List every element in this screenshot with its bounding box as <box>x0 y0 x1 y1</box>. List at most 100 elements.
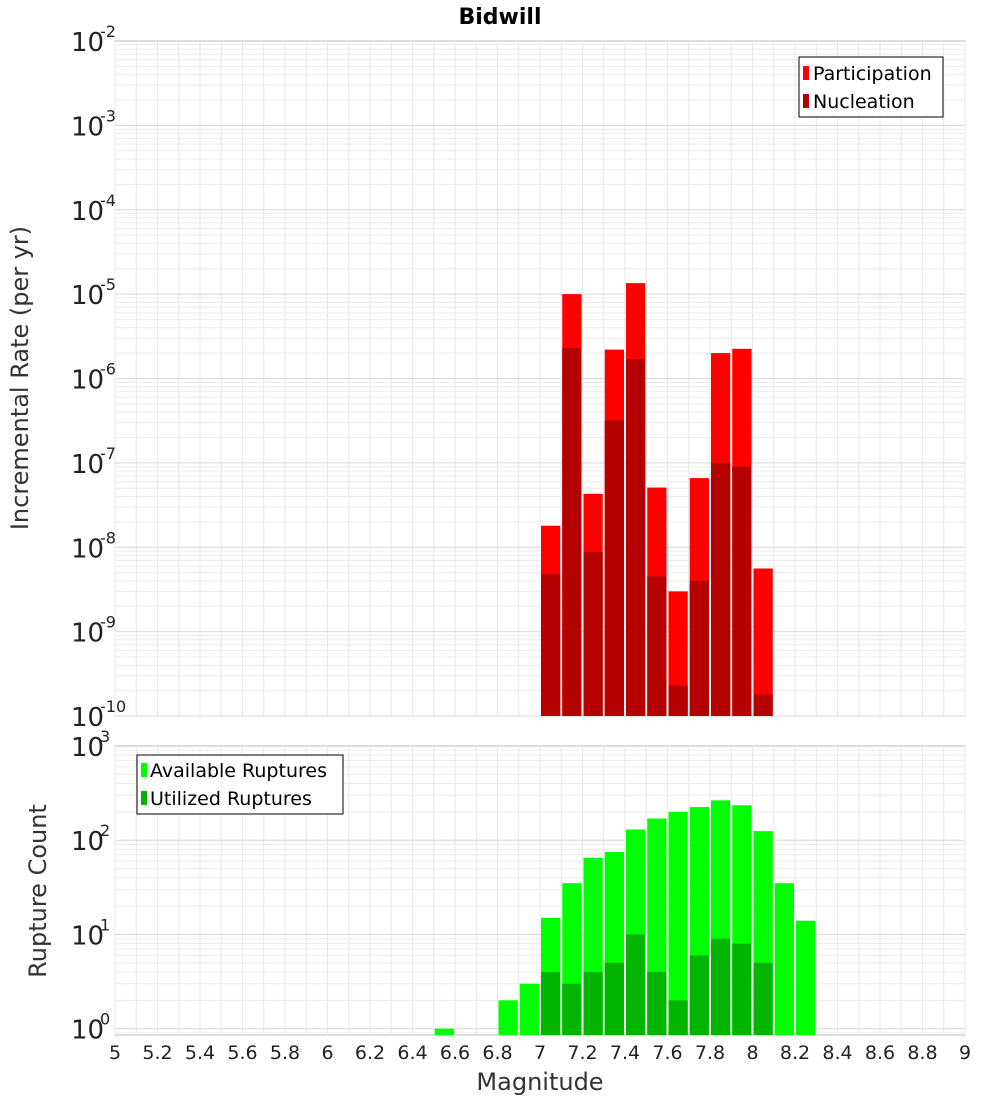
nucleation-legend-label: Nucleation <box>813 91 915 113</box>
count-legend: Available Ruptures Utilized Ruptures <box>136 754 344 815</box>
x-tick-label: 7.4 <box>610 1042 640 1064</box>
rate-y-tick-exponent: -9 <box>100 613 116 632</box>
rate-y-tick-base: 10 <box>71 619 104 649</box>
count-y-tick-base: 10 <box>71 827 104 857</box>
rate-y-tick-base: 10 <box>71 112 104 142</box>
utilized-ruptures-bar <box>732 943 752 1035</box>
x-axis-label: Magnitude <box>476 1068 603 1096</box>
rate-y-tick-base: 10 <box>71 703 104 733</box>
nucleation-bar <box>668 685 688 716</box>
x-tick-label: 8.8 <box>907 1042 937 1064</box>
count-y-tick-base: 10 <box>71 921 104 951</box>
available-ruptures-bar <box>774 883 794 1035</box>
nucleation-bar <box>711 462 731 716</box>
x-ticks: 5 5.2 5.4 5.6 5.8 6 6.2 6.4 6.6 6.8 7 7.2 7.4 7.6 7.8 8… <box>109 1042 971 1064</box>
x-tick-label: 8.4 <box>822 1042 852 1064</box>
participation-bar <box>753 568 773 716</box>
utilized-ruptures-bar <box>604 962 624 1035</box>
rate-y-tick-exponent: -3 <box>100 106 116 125</box>
utilized-ruptures-bar <box>753 962 773 1035</box>
nucleation-bar <box>732 466 752 716</box>
utilized-ruptures-bar <box>541 971 561 1035</box>
utilized-legend-swatch <box>141 791 147 805</box>
count-y-tick-exponent: 3 <box>100 727 110 746</box>
rate-y-tick-base: 10 <box>71 197 104 227</box>
available-ruptures-bar <box>796 920 816 1035</box>
participation-legend-label: Participation <box>813 63 932 85</box>
rate-y-tick-exponent: -2 <box>100 22 116 41</box>
count-y-tick-exponent: 0 <box>100 1010 110 1029</box>
available-legend-swatch <box>141 763 147 777</box>
count-y-axis-label: Rupture Count <box>24 804 52 978</box>
utilized-ruptures-bar <box>626 934 646 1035</box>
rate-panel: 10-210-310-410-510-610-710-810-910-10 In… <box>6 22 966 733</box>
count-y-tick-exponent: 2 <box>100 821 110 840</box>
nucleation-bar <box>753 694 773 716</box>
count-legend-box <box>136 754 344 815</box>
rate-y-tick-base: 10 <box>71 366 104 396</box>
nucleation-bar <box>562 347 582 716</box>
available-ruptures-bar <box>498 1000 518 1035</box>
available-ruptures-bar <box>668 811 688 1035</box>
x-tick-label: 5.4 <box>185 1042 215 1064</box>
x-tick-label: 7.6 <box>652 1042 682 1064</box>
nucleation-bar <box>689 580 709 716</box>
x-tick-label: 5.2 <box>142 1042 172 1064</box>
rate-legend: Participation Nucleation <box>798 56 944 118</box>
rate-y-tick-exponent: -7 <box>100 444 116 463</box>
utilized-ruptures-bar <box>668 1000 688 1035</box>
rate-y-tick-base: 10 <box>71 534 104 564</box>
utilized-ruptures-bar <box>711 938 731 1035</box>
x-tick-label: 8 <box>746 1042 758 1064</box>
utilized-ruptures-bar <box>583 971 603 1035</box>
available-ruptures-bar <box>434 1028 454 1035</box>
x-tick-label: 8.2 <box>780 1042 810 1064</box>
rate-y-ticks: 10-210-310-410-510-610-710-810-910-10 <box>71 22 126 733</box>
nucleation-legend-swatch <box>803 94 809 108</box>
utilized-legend-label: Utilized Ruptures <box>150 788 312 810</box>
chart-title: Bidwill <box>458 5 541 30</box>
x-tick-label: 7.8 <box>695 1042 725 1064</box>
rate-y-tick-exponent: -8 <box>100 528 116 547</box>
rate-y-tick-exponent: -4 <box>100 191 116 210</box>
count-y-tick-base: 10 <box>71 733 104 763</box>
x-tick-label: 5.6 <box>227 1042 257 1064</box>
x-tick-label: 6.8 <box>482 1042 512 1064</box>
nucleation-bar <box>604 420 624 716</box>
nucleation-bar <box>626 359 646 716</box>
rate-y-tick-exponent: -5 <box>100 275 116 294</box>
available-ruptures-bar <box>519 983 539 1035</box>
x-tick-label: 7 <box>534 1042 546 1064</box>
nucleation-bar <box>647 576 667 716</box>
count-bars <box>434 800 816 1035</box>
rate-legend-box <box>798 56 944 118</box>
nucleation-bar <box>583 551 603 716</box>
rate-y-tick-base: 10 <box>71 450 104 480</box>
rate-y-tick-exponent: -6 <box>100 360 116 379</box>
utilized-ruptures-bar <box>647 971 667 1035</box>
rate-y-axis-label: Incremental Rate (per yr) <box>6 226 34 530</box>
x-tick-label: 7.2 <box>567 1042 597 1064</box>
x-tick-label: 9 <box>959 1042 971 1064</box>
rate-bars <box>541 283 773 716</box>
count-y-tick-exponent: 1 <box>100 915 110 934</box>
rate-y-tick-exponent: -10 <box>100 697 126 716</box>
available-legend-label: Available Ruptures <box>150 760 327 782</box>
rate-grid <box>114 41 966 717</box>
nucleation-bar <box>541 574 561 716</box>
x-tick-label: 5 <box>109 1042 121 1064</box>
participation-legend-swatch <box>803 66 809 80</box>
x-tick-label: 6.6 <box>440 1042 470 1064</box>
utilized-ruptures-bar <box>689 955 709 1035</box>
x-tick-label: 6.2 <box>355 1042 385 1064</box>
x-tick-label: 6.4 <box>397 1042 427 1064</box>
rate-y-tick-base: 10 <box>71 28 104 58</box>
x-tick-label: 8.6 <box>865 1042 895 1064</box>
x-tick-label: 5.8 <box>270 1042 300 1064</box>
rate-y-tick-base: 10 <box>71 281 104 311</box>
participation-bar <box>668 591 688 716</box>
utilized-ruptures-bar <box>562 983 582 1035</box>
